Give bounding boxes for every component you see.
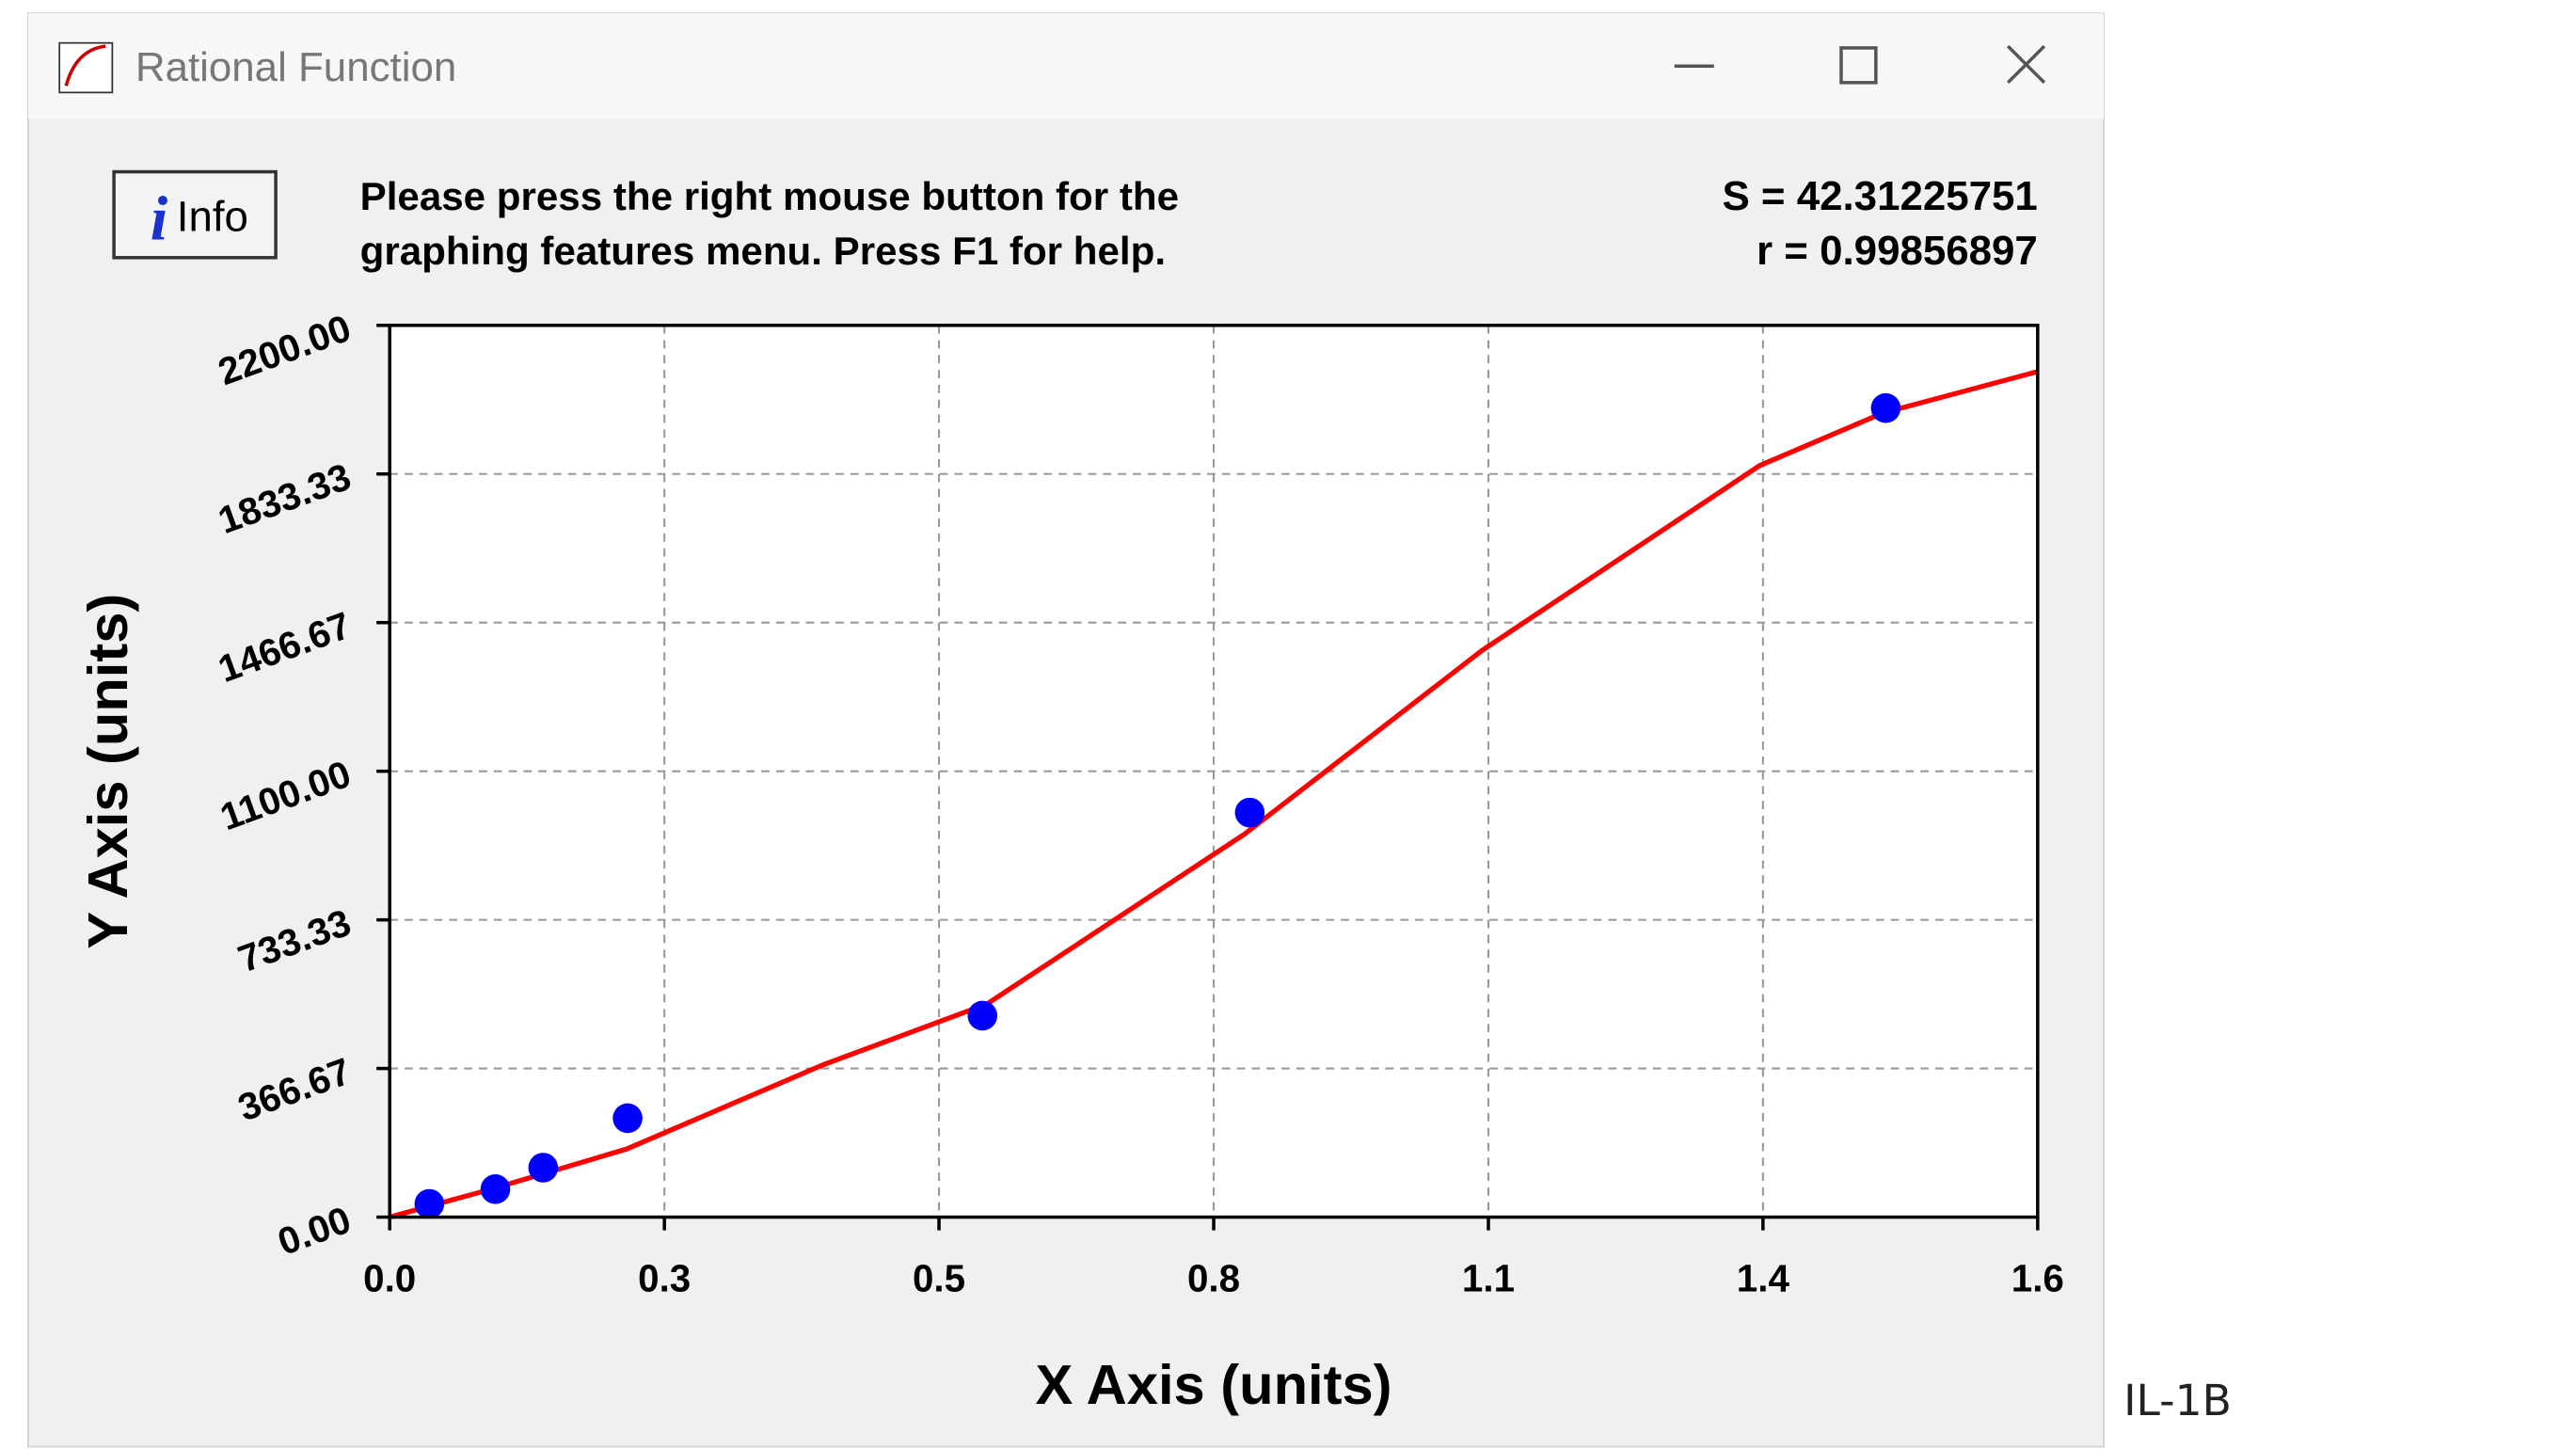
x-tick-label: 0.5 xyxy=(913,1257,965,1300)
data-point xyxy=(1234,797,1265,828)
data-point xyxy=(1870,392,1901,423)
plot-frame xyxy=(388,324,2040,1219)
window-title: Rational Function xyxy=(135,44,456,90)
info-button[interactable]: i Info xyxy=(112,169,278,260)
maximize-button[interactable] xyxy=(1839,46,1878,85)
caption: IL-1B xyxy=(2123,1376,2232,1425)
data-point xyxy=(967,1000,998,1031)
x-tick-label: 0.8 xyxy=(1187,1257,1240,1300)
x-axis-title: X Axis (units) xyxy=(1036,1353,1392,1416)
data-point xyxy=(528,1153,559,1183)
app-icon xyxy=(58,41,114,94)
data-point xyxy=(414,1188,445,1219)
plot: 0.0 0.3 0.5 0.8 1.1 1.4 1.60.00366.67733.33110… xyxy=(213,306,2064,1299)
x-tick-label: 0.0 xyxy=(363,1257,416,1300)
close-button[interactable] xyxy=(2006,44,2046,85)
stat: S = 42.31225751 xyxy=(1722,173,2037,219)
data-point xyxy=(612,1103,643,1134)
x-tick-label: 1.1 xyxy=(1462,1257,1515,1300)
x-tick-label: 1.4 xyxy=(1737,1257,1790,1300)
svg-text:i: i xyxy=(151,185,168,254)
y-axis-title: Y Axis (units) xyxy=(76,594,139,949)
title-bar xyxy=(27,13,2105,119)
x-tick-label: 0.3 xyxy=(638,1257,691,1300)
message: Please press the right mouse button for … xyxy=(360,174,1179,218)
message: graphing features menu. Press F1 for hel… xyxy=(360,229,1166,273)
info-label: Info xyxy=(177,193,248,241)
stat: r = 0.99856897 xyxy=(1757,228,2038,274)
fit-curve xyxy=(389,369,2039,1220)
x-tick-label: 1.6 xyxy=(2012,1257,2064,1300)
data-point xyxy=(480,1174,511,1204)
